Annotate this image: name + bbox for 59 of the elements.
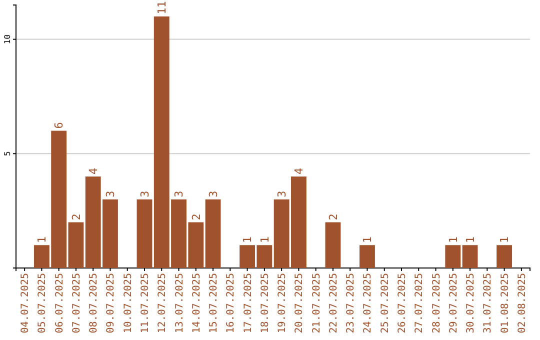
x-tick-label: 11.07.2025 xyxy=(140,273,151,334)
data-label: 3 xyxy=(275,190,288,198)
bar xyxy=(445,245,461,268)
x-tick-label: 07.07.2025 xyxy=(71,273,82,334)
x-tick-label: 15.07.2025 xyxy=(208,273,220,334)
x-tick-label: 12.07.2025 xyxy=(157,273,168,334)
x-tick-label: 23.07.2025 xyxy=(346,273,357,334)
data-label: 1 xyxy=(464,236,477,244)
data-label: 3 xyxy=(206,190,220,198)
bar xyxy=(360,245,375,268)
x-tick-label: 01.08.2025 xyxy=(500,273,511,334)
x-tick-label: 02.08.2025 xyxy=(516,273,528,334)
x-tick-label: 31.07.2025 xyxy=(482,273,494,334)
x-tick-label: 16.07.2025 xyxy=(226,273,237,334)
data-label: 1 xyxy=(498,236,512,244)
x-tick-label: 26.07.2025 xyxy=(397,273,408,334)
data-label: 4 xyxy=(86,168,100,175)
x-tick-label: 22.07.2025 xyxy=(328,273,340,334)
bar xyxy=(205,199,221,268)
data-label: 1 xyxy=(361,236,374,244)
data-label: 2 xyxy=(70,214,83,220)
bar xyxy=(325,222,341,268)
x-tick-label: 24.07.2025 xyxy=(362,273,374,334)
data-label: 11 xyxy=(155,1,168,14)
y-tick-label: 5 xyxy=(3,151,12,156)
x-tick-label: 06.07.2025 xyxy=(54,273,66,334)
x-tick-label: 09.07.2025 xyxy=(106,273,117,334)
y-tick-label: 10 xyxy=(3,34,12,44)
x-tick-label: 13.07.2025 xyxy=(174,273,186,334)
data-label: 1 xyxy=(258,236,272,244)
x-tick-label: 21.07.2025 xyxy=(311,273,322,334)
data-label: 3 xyxy=(172,190,186,198)
bar xyxy=(68,222,84,268)
data-label: 3 xyxy=(104,190,118,198)
data-label: 1 xyxy=(36,236,49,244)
data-label: 1 xyxy=(241,236,254,244)
x-tick-label: 29.07.2025 xyxy=(448,273,460,334)
data-label: 2 xyxy=(190,214,203,220)
bar xyxy=(496,245,512,268)
x-tick-label: 19.07.2025 xyxy=(277,273,288,334)
bar xyxy=(462,245,478,268)
x-tick-label: 28.07.2025 xyxy=(431,273,442,334)
x-tick-label: 08.07.2025 xyxy=(88,273,100,334)
data-label: 3 xyxy=(138,190,152,198)
data-label: 1 xyxy=(446,236,460,244)
x-tick-label: 14.07.2025 xyxy=(191,273,202,334)
x-tick-label: 04.07.2025 xyxy=(20,273,32,334)
x-tick-label: 20.07.2025 xyxy=(294,273,306,334)
x-tick-label: 30.07.2025 xyxy=(466,273,477,334)
x-tick-label: 27.07.2025 xyxy=(414,273,426,334)
data-label: 4 xyxy=(292,168,306,175)
x-tick-label: 18.07.2025 xyxy=(260,273,271,334)
data-label: 2 xyxy=(326,214,340,220)
data-label: 6 xyxy=(52,122,66,129)
x-tick-label: 05.07.2025 xyxy=(37,273,48,334)
bar xyxy=(136,199,152,268)
x-tick-label: 17.07.2025 xyxy=(242,273,254,334)
x-tick-label: 25.07.2025 xyxy=(380,273,391,334)
x-tick-label: 10.07.2025 xyxy=(122,273,134,334)
